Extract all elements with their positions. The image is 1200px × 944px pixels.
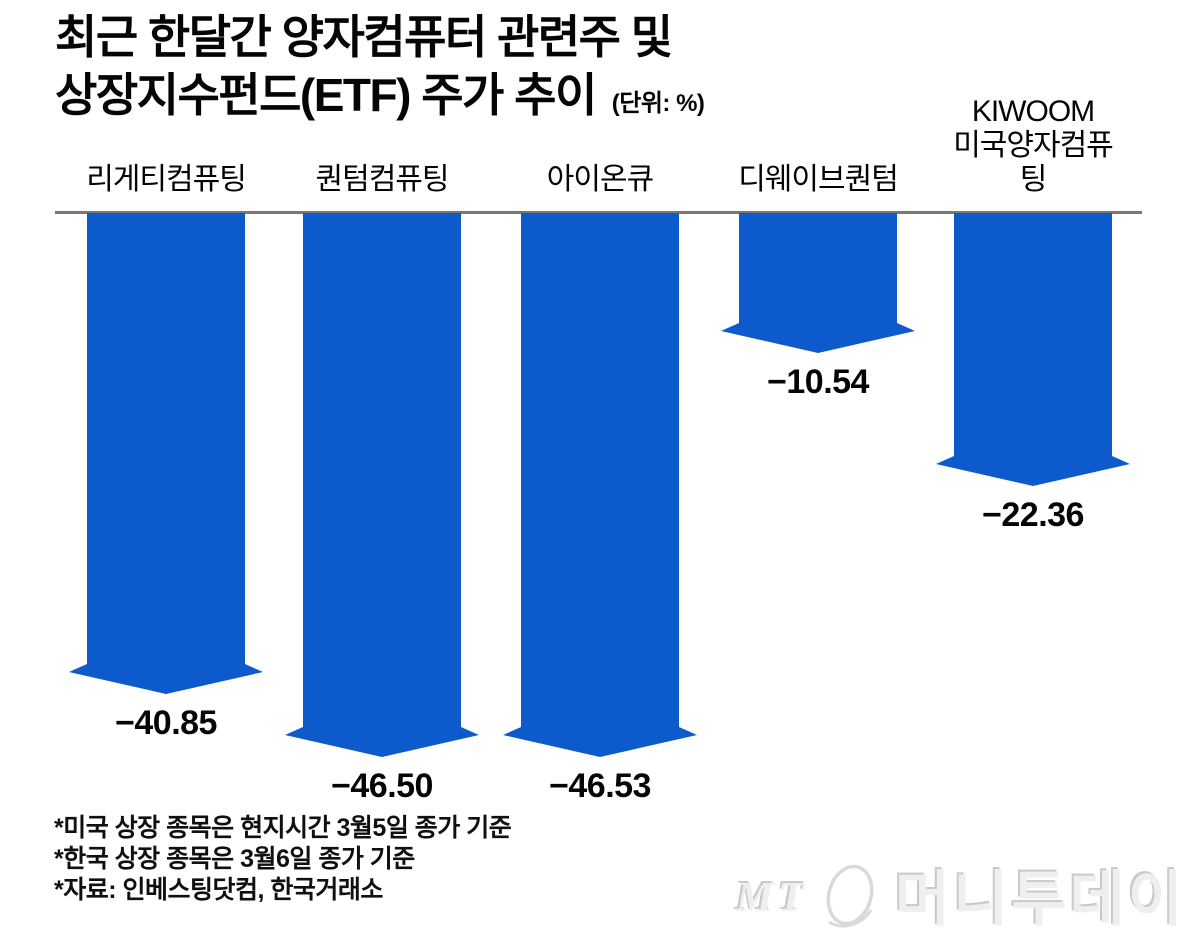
title-text-2: 상장지수펀드(ETF) 주가 추이 <box>55 69 597 121</box>
moneytoday-oval-icon <box>826 864 874 928</box>
mt-logo-text: MT <box>736 875 809 921</box>
down-arrow-2 <box>503 213 697 757</box>
footnotes: *미국 상장 종목은 현지시간 3월5일 종가 기준 *한국 상장 종목은 3월… <box>54 813 512 906</box>
footnote-kr-date: *한국 상장 종목은 3월6일 종가 기준 <box>54 845 415 873</box>
footnote-us-date: *미국 상장 종목은 현지시간 3월5일 종가 기준 <box>54 814 512 842</box>
moneytoday-logo-text: 머니투데이 <box>895 866 1186 933</box>
chart-title: 최근 한달간 양자컴퓨터 관련주 및 상장지수펀드(ETF) 주가 추이 (단위:… <box>55 8 705 133</box>
unit-label: (단위: %) <box>611 90 705 117</box>
down-arrow-4 <box>936 213 1130 486</box>
down-arrow-0 <box>69 213 263 694</box>
moneytoday-watermark: MT 머니투데이 <box>736 860 1186 938</box>
down-arrow-3 <box>721 213 915 353</box>
down-arrow-1 <box>285 213 479 757</box>
footnote-source: *자료: 인베스팅닷컴, 한국거래소 <box>54 876 383 904</box>
chart-title-line-1: 최근 한달간 양자컴퓨터 관련주 및 <box>55 8 704 66</box>
title-text-1: 최근 한달간 양자컴퓨터 관련주 및 <box>55 11 673 63</box>
baseline <box>55 211 1142 214</box>
chart-title-line-2: 상장지수펀드(ETF) 주가 추이 (단위: %) <box>55 66 705 133</box>
